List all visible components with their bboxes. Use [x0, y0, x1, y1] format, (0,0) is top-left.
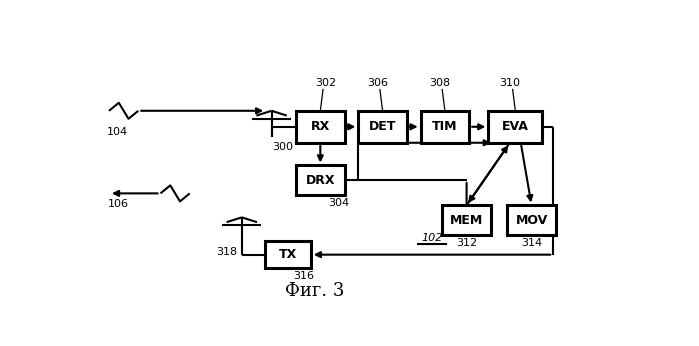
Bar: [265, 242, 311, 268]
Text: 306: 306: [367, 78, 388, 88]
Text: RX: RX: [310, 120, 330, 133]
Text: MOV: MOV: [515, 213, 548, 227]
Bar: [488, 111, 542, 143]
Text: EVA: EVA: [502, 120, 528, 133]
Text: 318: 318: [216, 247, 237, 257]
Bar: [507, 206, 556, 235]
Text: 308: 308: [429, 78, 450, 88]
Text: 302: 302: [315, 78, 336, 88]
Bar: [296, 165, 345, 195]
Text: MEM: MEM: [450, 213, 483, 227]
Text: DET: DET: [369, 120, 396, 133]
Bar: [421, 111, 469, 143]
Bar: [359, 111, 407, 143]
Bar: [296, 111, 345, 143]
Text: 106: 106: [108, 199, 129, 209]
Text: Фиг. 3: Фиг. 3: [285, 282, 345, 300]
Text: 314: 314: [521, 238, 542, 248]
Text: TX: TX: [279, 248, 297, 261]
Text: TIM: TIM: [432, 120, 458, 133]
Text: 316: 316: [294, 271, 315, 281]
Text: 300: 300: [272, 142, 293, 152]
Text: 312: 312: [456, 238, 477, 248]
Text: 102: 102: [421, 233, 442, 243]
Bar: [442, 206, 491, 235]
Text: 310: 310: [499, 78, 521, 88]
Text: 104: 104: [107, 127, 128, 137]
Text: 304: 304: [329, 198, 350, 208]
Text: DRX: DRX: [305, 174, 335, 186]
